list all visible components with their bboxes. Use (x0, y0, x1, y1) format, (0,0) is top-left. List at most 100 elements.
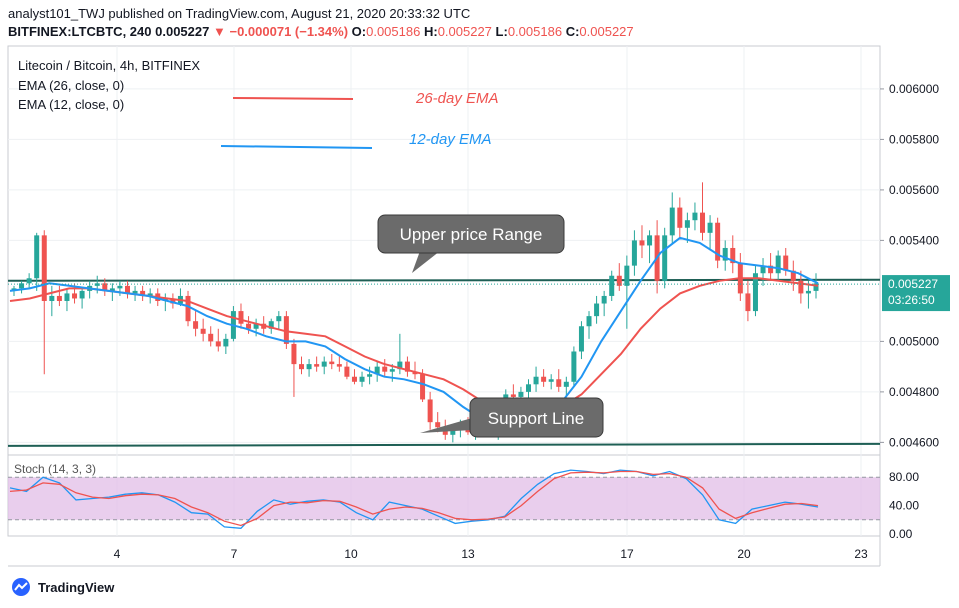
candle-body (34, 235, 40, 279)
candle-body (64, 293, 70, 301)
candle-body (72, 293, 78, 299)
stoch-tick-label: 0.00 (889, 527, 913, 541)
candle-body (662, 235, 668, 281)
candle-body (752, 273, 758, 312)
candle-body (578, 326, 584, 352)
price-tick-label: 0.004600 (889, 435, 939, 449)
price-tick-label: 0.004800 (889, 385, 939, 399)
candle-body (684, 220, 690, 228)
close-value: 0.005227 (579, 24, 634, 39)
candle-body (19, 283, 25, 289)
candle-body (715, 222, 721, 261)
candle-body (200, 328, 206, 334)
candle-body (427, 399, 433, 423)
candle-body (94, 283, 100, 286)
candle-body (700, 212, 706, 233)
support-pointer (420, 418, 472, 433)
open-value: 0.005186 (366, 24, 421, 39)
legend-ema12: EMA (12, close, 0) (18, 97, 124, 112)
price-tick-label: 0.006000 (889, 82, 939, 96)
candle-body (548, 379, 554, 382)
candle-body (609, 275, 615, 296)
price-tick-label: 0.005400 (889, 233, 939, 247)
candle-body (533, 376, 539, 385)
candle-body (783, 255, 789, 271)
symbol-info: BITFINEX:LTCBTC, 240 0.005227 ▼ −0.00007… (8, 24, 634, 39)
upper-range-text: Upper price Range (400, 225, 543, 244)
open-key: O: (351, 24, 367, 39)
candle-body (238, 311, 244, 324)
candle-body (510, 394, 516, 397)
candle-body (450, 429, 456, 435)
high-key: H: (423, 24, 438, 39)
support-line (7, 442, 881, 447)
candle-body (208, 333, 214, 342)
change-label: −0.000071 (−1.34%) (229, 24, 349, 39)
candle-body (215, 341, 221, 347)
symbol-label: BITFINEX:LTCBTC, 240 (8, 24, 152, 39)
candle-body (314, 364, 320, 367)
candle-body (586, 316, 592, 327)
candle-body (556, 379, 562, 387)
candle-body (193, 321, 199, 329)
candle-body (329, 361, 335, 365)
candle-body (722, 247, 728, 261)
candle-body (170, 298, 176, 304)
price-tick-label: 0.005000 (889, 334, 939, 348)
down-arrow-icon: ▼ (212, 24, 226, 39)
stoch-tick-label: 80.00 (889, 470, 919, 484)
candle-body (790, 270, 796, 281)
ema12-legend-stroke (220, 145, 373, 149)
candle-body (49, 295, 55, 301)
candle-body (147, 293, 153, 296)
candle-body (420, 374, 426, 400)
candle-body (692, 212, 698, 221)
candle-body (677, 207, 683, 228)
tradingview-footer[interactable]: TradingView (10, 578, 114, 596)
candle-body (631, 240, 637, 266)
candle-body (359, 376, 365, 382)
candle-body (518, 391, 524, 397)
candle-body (647, 235, 653, 246)
tradingview-brand: TradingView (38, 579, 115, 595)
ema26-legend-stroke (232, 97, 354, 100)
candle-body (594, 303, 600, 317)
candle-body (639, 240, 645, 246)
candle-body (571, 351, 577, 382)
candle-body (367, 374, 373, 377)
stoch-d-line (9, 470, 819, 527)
candle-body (185, 295, 191, 322)
last-price-tag: 0.005227 (888, 277, 938, 291)
legend-stoch: Stoch (14, 3, 3) (14, 462, 96, 476)
candle-body (132, 290, 138, 294)
ema26-annotation: 26-day EMA (415, 90, 499, 107)
candle-body (389, 369, 395, 372)
candle-body (745, 293, 751, 312)
candle-body (382, 366, 388, 372)
candle-body (306, 364, 312, 370)
candle-body (140, 290, 146, 296)
low-value: 0.005186 (507, 24, 563, 39)
candle-body (246, 323, 252, 329)
candle-body (299, 364, 305, 370)
candle-body (563, 381, 569, 387)
ema12-annotation: 12-day EMA (409, 131, 492, 148)
support-callout (469, 397, 604, 438)
candle-body (253, 323, 259, 329)
candle-body (435, 422, 441, 428)
candle-body (336, 364, 342, 367)
candle-body (41, 235, 47, 301)
low-key: L: (495, 24, 508, 39)
upper-range-line (7, 278, 881, 282)
candle-body (768, 265, 774, 274)
candle-body (707, 222, 713, 233)
candle-body (109, 288, 115, 291)
candle-body (541, 376, 547, 382)
tradingview-logo-icon (12, 578, 30, 596)
candle-body (760, 265, 766, 274)
x-tick-label: 7 (231, 547, 238, 561)
candle-body (775, 255, 781, 274)
candle-body (56, 295, 62, 301)
legend-title: Litecoin / Bitcoin, 4h, BITFINEX (18, 58, 200, 73)
